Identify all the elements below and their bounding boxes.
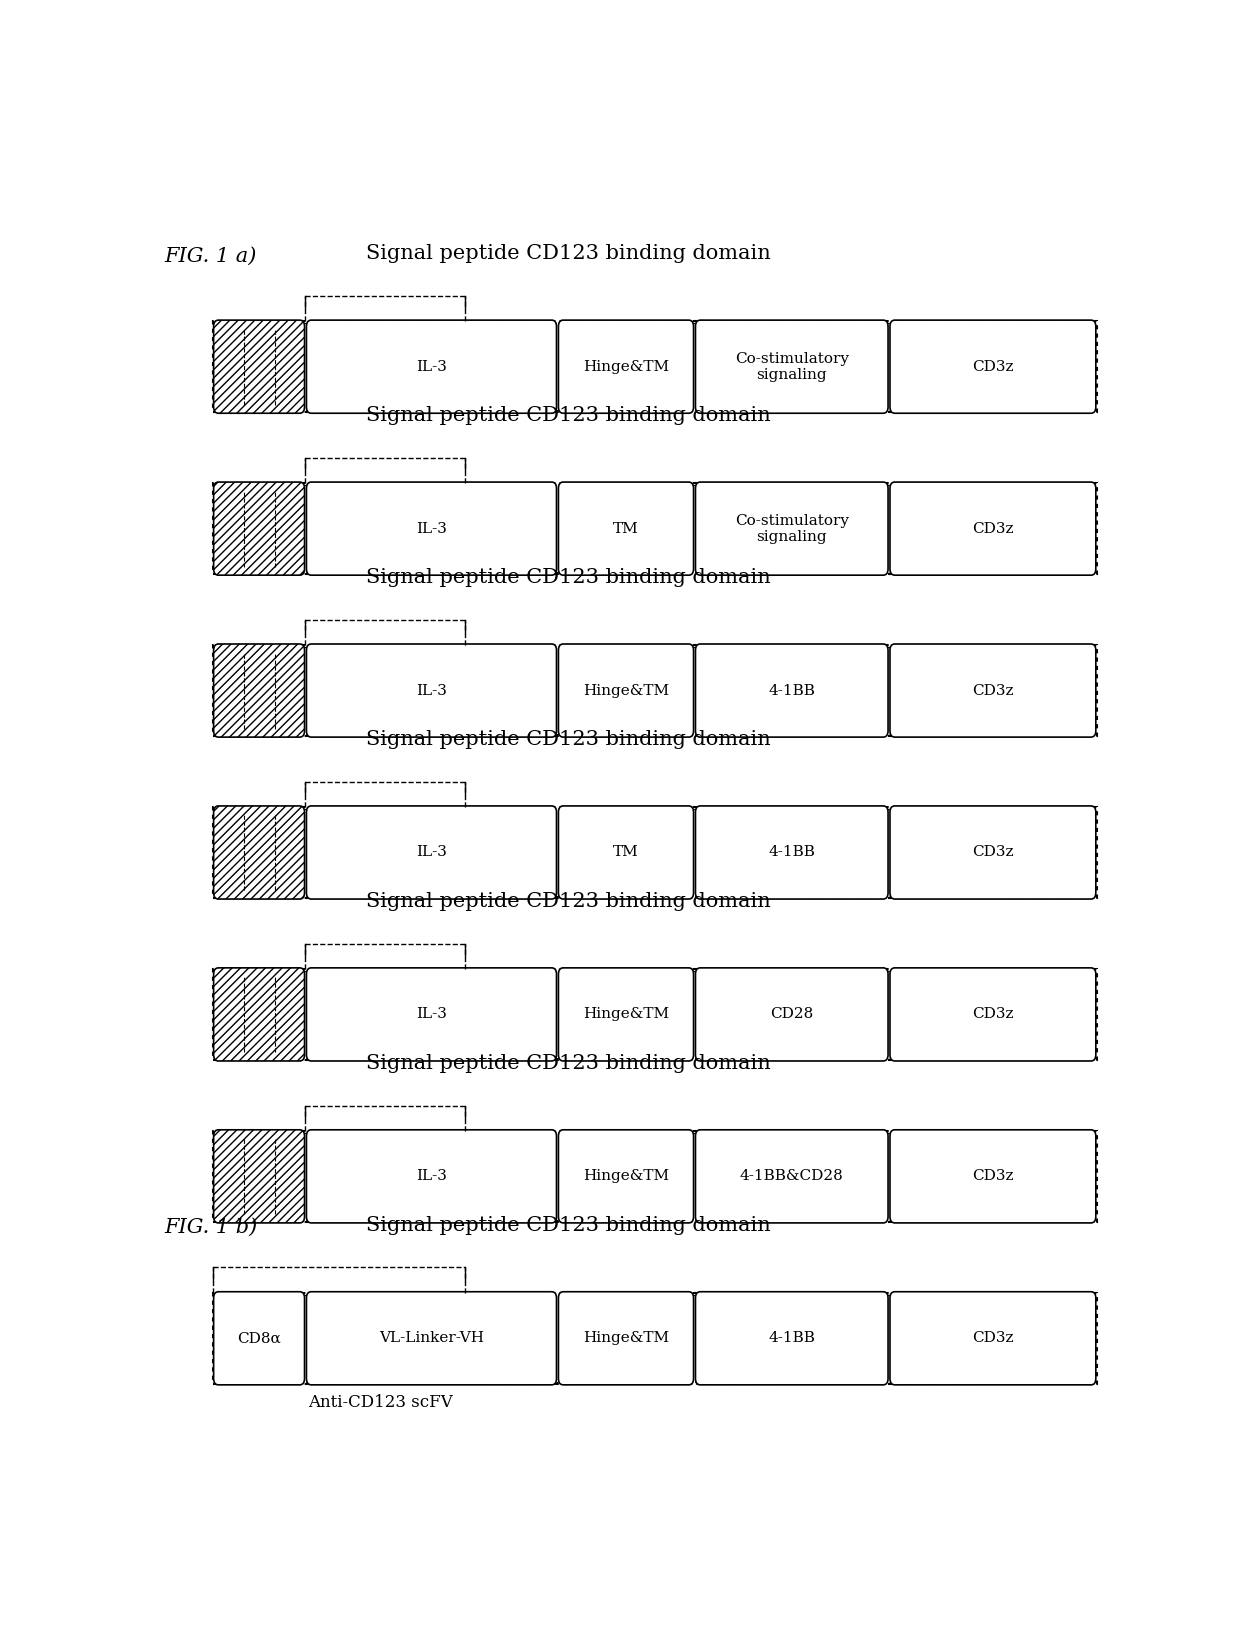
Text: Signal peptide CD123 binding domain: Signal peptide CD123 binding domain: [367, 568, 771, 587]
FancyBboxPatch shape: [890, 968, 1096, 1061]
Bar: [217, 971, 1092, 1058]
FancyBboxPatch shape: [306, 481, 557, 575]
FancyBboxPatch shape: [306, 968, 557, 1061]
Text: VL-Linker-VH: VL-Linker-VH: [379, 1331, 484, 1346]
FancyBboxPatch shape: [558, 644, 693, 738]
FancyBboxPatch shape: [890, 481, 1096, 575]
FancyBboxPatch shape: [558, 481, 693, 575]
Bar: [217, 324, 1092, 411]
Bar: [213, 969, 1096, 1060]
Text: TM: TM: [613, 846, 639, 859]
Text: Co-stimulatory
signaling: Co-stimulatory signaling: [735, 352, 848, 381]
Text: Hinge&TM: Hinge&TM: [583, 1331, 670, 1346]
Text: Anti-CD123 scFV: Anti-CD123 scFV: [309, 1393, 453, 1411]
Bar: [213, 483, 1096, 573]
FancyBboxPatch shape: [213, 968, 305, 1061]
FancyBboxPatch shape: [558, 1130, 693, 1222]
Text: Hinge&TM: Hinge&TM: [583, 683, 670, 698]
Text: Hinge&TM: Hinge&TM: [583, 1170, 670, 1183]
Text: CD3z: CD3z: [972, 1331, 1013, 1346]
Text: IL-3: IL-3: [417, 521, 446, 536]
Text: Signal peptide CD123 binding domain: Signal peptide CD123 binding domain: [367, 1053, 771, 1073]
FancyBboxPatch shape: [696, 968, 888, 1061]
Text: Signal peptide CD123 binding domain: Signal peptide CD123 binding domain: [367, 729, 771, 749]
Bar: [217, 485, 1092, 572]
FancyBboxPatch shape: [890, 807, 1096, 899]
Text: IL-3: IL-3: [417, 1170, 446, 1183]
FancyBboxPatch shape: [213, 807, 305, 899]
Bar: [217, 1132, 1092, 1219]
Bar: [213, 646, 1096, 736]
Text: Hinge&TM: Hinge&TM: [583, 1007, 670, 1022]
Text: 4-1BB: 4-1BB: [769, 846, 815, 859]
Text: CD8α: CD8α: [237, 1331, 281, 1346]
FancyBboxPatch shape: [213, 320, 305, 414]
Text: FIG. 1 b): FIG. 1 b): [165, 1217, 258, 1237]
FancyBboxPatch shape: [696, 1130, 888, 1222]
FancyBboxPatch shape: [890, 1291, 1096, 1385]
Text: Co-stimulatory
signaling: Co-stimulatory signaling: [735, 514, 848, 544]
Text: FIG. 1 a): FIG. 1 a): [165, 246, 257, 266]
FancyBboxPatch shape: [306, 320, 557, 414]
Bar: [217, 647, 1092, 734]
Text: Signal peptide CD123 binding domain: Signal peptide CD123 binding domain: [367, 406, 771, 426]
Text: 4-1BB: 4-1BB: [769, 1331, 815, 1346]
FancyBboxPatch shape: [558, 1291, 693, 1385]
FancyBboxPatch shape: [696, 320, 888, 414]
FancyBboxPatch shape: [890, 320, 1096, 414]
Text: IL-3: IL-3: [417, 1007, 446, 1022]
Text: IL-3: IL-3: [417, 360, 446, 373]
FancyBboxPatch shape: [696, 1291, 888, 1385]
Text: TM: TM: [613, 521, 639, 536]
Text: Hinge&TM: Hinge&TM: [583, 360, 670, 373]
FancyBboxPatch shape: [213, 1130, 305, 1222]
Bar: [217, 1295, 1092, 1382]
FancyBboxPatch shape: [558, 320, 693, 414]
FancyBboxPatch shape: [306, 644, 557, 738]
Text: Signal peptide CD123 binding domain: Signal peptide CD123 binding domain: [367, 243, 771, 263]
FancyBboxPatch shape: [213, 1291, 305, 1385]
Text: CD3z: CD3z: [972, 1007, 1013, 1022]
Text: CD3z: CD3z: [972, 360, 1013, 373]
FancyBboxPatch shape: [890, 1130, 1096, 1222]
Text: CD3z: CD3z: [972, 846, 1013, 859]
Text: CD3z: CD3z: [972, 1170, 1013, 1183]
Text: CD3z: CD3z: [972, 521, 1013, 536]
FancyBboxPatch shape: [213, 481, 305, 575]
Text: Signal peptide CD123 binding domain: Signal peptide CD123 binding domain: [367, 1216, 771, 1234]
Text: IL-3: IL-3: [417, 846, 446, 859]
FancyBboxPatch shape: [890, 644, 1096, 738]
Text: 4-1BB: 4-1BB: [769, 683, 815, 698]
Bar: [213, 320, 1096, 412]
Text: CD28: CD28: [770, 1007, 813, 1022]
FancyBboxPatch shape: [696, 807, 888, 899]
Text: IL-3: IL-3: [417, 683, 446, 698]
Text: Signal peptide CD123 binding domain: Signal peptide CD123 binding domain: [367, 892, 771, 910]
Text: 4-1BB&CD28: 4-1BB&CD28: [740, 1170, 843, 1183]
Text: CD3z: CD3z: [972, 683, 1013, 698]
FancyBboxPatch shape: [213, 644, 305, 738]
FancyBboxPatch shape: [696, 644, 888, 738]
FancyBboxPatch shape: [306, 1130, 557, 1222]
Bar: [213, 1130, 1096, 1222]
FancyBboxPatch shape: [696, 481, 888, 575]
FancyBboxPatch shape: [306, 1291, 557, 1385]
FancyBboxPatch shape: [306, 807, 557, 899]
Bar: [213, 1293, 1096, 1383]
Bar: [217, 808, 1092, 895]
FancyBboxPatch shape: [558, 807, 693, 899]
FancyBboxPatch shape: [558, 968, 693, 1061]
Bar: [213, 807, 1096, 899]
